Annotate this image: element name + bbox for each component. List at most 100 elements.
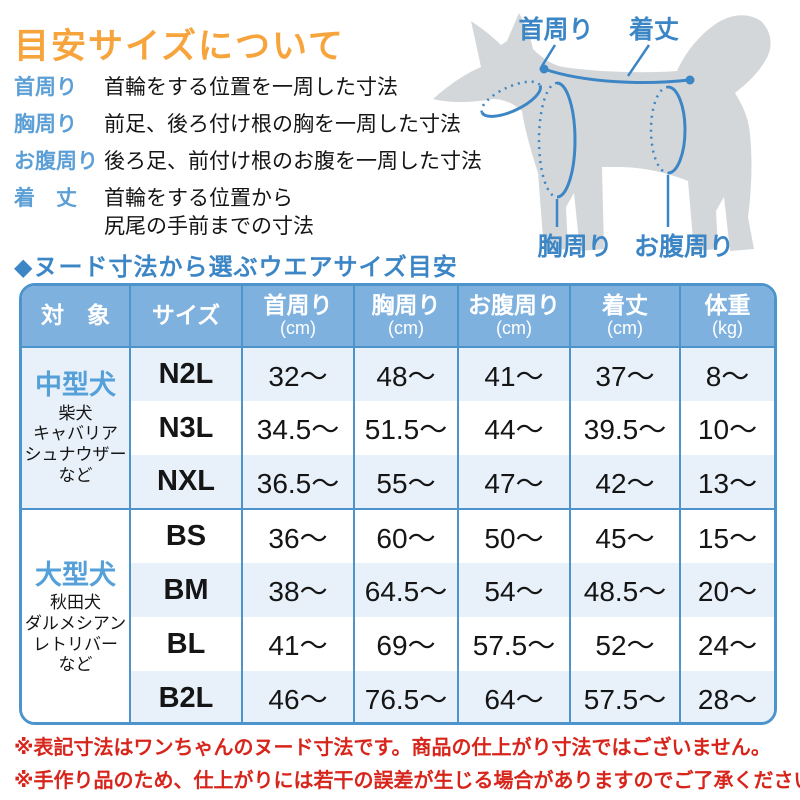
size-code: N3L — [129, 401, 242, 455]
belly-value: 50～ — [457, 508, 570, 563]
measurement-definitions: 首周り 首輪をする位置を一周した寸法 胸周り 前足、後ろ付け根の胸を一周した寸法… — [14, 74, 482, 250]
breed-item: キャバリア — [33, 424, 118, 444]
header-size: サイズ — [129, 286, 242, 348]
neck-value: 38～ — [241, 563, 354, 617]
belly-value: 57.5～ — [457, 617, 570, 671]
length-value: 42～ — [569, 455, 680, 509]
definition-neck-label: 首周り — [14, 76, 77, 99]
weight-value: 8～ — [679, 347, 774, 401]
definition-length: 着 丈 首輪をする位置から 尻尾の手前までの寸法 — [14, 185, 434, 241]
header-neck-label: 首周り — [263, 292, 333, 319]
header-belly-unit: (cm) — [496, 317, 532, 338]
diagram-length-label: 着丈 — [628, 15, 679, 44]
group-name-medium: 中型犬 — [35, 370, 116, 401]
header-size-label: サイズ — [151, 301, 221, 328]
definition-chest-label: 胸周り — [14, 112, 77, 136]
diagram-neck-label: 首周り — [518, 15, 593, 44]
breed-item: 柴犬 — [58, 403, 93, 423]
neck-value: 34.5～ — [241, 401, 354, 455]
header-belly: お腹周り (cm) — [457, 286, 570, 348]
header-weight-unit: (kg) — [712, 317, 743, 338]
breed-item: シュナウザー — [24, 445, 127, 465]
size-code: B2L — [129, 671, 242, 722]
dog-diagram-svg: 首周り 着丈 胸周り お腹周り — [433, 13, 771, 261]
header-weight: 体重 (kg) — [679, 286, 774, 348]
table-row-n2l: 中型犬 柴犬 キャバリア シュナウザー など N2L 32～ 48～ 41～ 3… — [22, 347, 774, 509]
header-chest-label: 胸周り — [371, 292, 441, 319]
definition-belly: お腹周り 後ろ足、前付け根のお腹を一周した寸法 — [14, 148, 482, 176]
chest-value: 76.5～ — [353, 671, 458, 722]
note-handmade: ※手作り品のため、仕上がりには若干の誤差が生じる場合がありますのでご了承ください… — [14, 770, 800, 792]
neck-value: 36.5～ — [241, 455, 354, 509]
size-code: BM — [129, 563, 242, 617]
chest-value: 64.5～ — [353, 563, 458, 617]
body-length-line — [543, 67, 690, 84]
header-length-label: 着丈 — [602, 292, 648, 319]
size-code: NXL — [129, 455, 242, 509]
weight-value: 28～ — [679, 671, 774, 722]
belly-value: 54～ — [457, 563, 570, 617]
table-row-bl: BL 41～ 69～ 57.5～ 52～ 24～ — [22, 617, 774, 671]
belly-value: 41～ — [457, 347, 570, 401]
table-row-bs: 大型犬 秋田犬 ダルメシアン レトリバー など BS 36～ 60～ 50～ 4… — [22, 508, 774, 722]
breed-item: 秋田犬 — [50, 593, 101, 613]
section-heading: ◆ヌード寸法から選ぶウエアサイズ目安 — [14, 254, 458, 281]
length-value: 57.5～ — [569, 671, 680, 722]
definition-length-desc-line2: 尻尾の手前までの寸法 — [104, 214, 314, 238]
group-cell-medium-dogs: 中型犬 柴犬 キャバリア シュナウザー など — [22, 347, 130, 509]
header-weight-label: 体重 — [704, 292, 751, 319]
neck-label-leader — [540, 44, 557, 67]
belly-value: 64～ — [457, 671, 570, 722]
breed-item: ダルメシアン — [24, 613, 127, 633]
length-value: 39.5～ — [569, 401, 680, 455]
body-length-end-dot — [685, 75, 695, 85]
neck-value: 36～ — [241, 508, 354, 563]
chest-value: 48～ — [353, 347, 458, 401]
diagram-chest-label: 胸周り — [537, 233, 612, 261]
definition-length-label: 着 丈 — [14, 186, 77, 210]
belly-value: 47～ — [457, 455, 570, 509]
dog-silhouette — [433, 13, 771, 251]
definition-length-desc-line1: 首輪をする位置から — [104, 186, 293, 210]
diagram-belly-label: お腹周り — [634, 232, 734, 261]
definition-neck: 首周り 首輪をする位置を一周した寸法 — [14, 74, 434, 102]
definition-belly-desc: 後ろ足、前付け根のお腹を一周した寸法 — [104, 149, 482, 173]
table-header-row: 対 象 サイズ 首周り (cm) 胸周り (cm) お腹周り (cm) 着丈 (cm) … — [22, 286, 774, 348]
length-label-leader — [626, 44, 651, 77]
weight-value: 13～ — [679, 455, 774, 509]
header-length-unit: (cm) — [607, 317, 643, 338]
chest-value: 60～ — [353, 508, 458, 563]
belly-measure-ellipse — [649, 85, 687, 175]
dog-measurement-diagram: 首周り 着丈 胸周り お腹周り — [425, 5, 800, 265]
neck-value: 41～ — [241, 617, 354, 671]
length-value: 52～ — [569, 617, 680, 671]
length-value: 48.5～ — [569, 563, 680, 617]
neck-measure-ellipse — [480, 80, 542, 118]
header-belly-label: お腹周り — [468, 292, 560, 319]
header-neck: 首周り (cm) — [241, 286, 354, 348]
footer-notes: ※表記寸法はワンちゃんのヌード寸法です。商品の仕上がり寸法ではございません。 ※… — [14, 732, 800, 798]
table-row-n3l: N3L 34.5～ 51.5～ 44～ 39.5～ 10～ — [22, 401, 774, 455]
table-row-nxl: NXL 36.5～ 55～ 47～ 42～ 13～ — [22, 455, 774, 509]
neck-value: 32～ — [241, 347, 354, 401]
header-target-label: 対 象 — [41, 301, 110, 328]
note-nude-size: ※表記寸法はワンちゃんのヌード寸法です。商品の仕上がり寸法ではございません。 — [14, 737, 771, 759]
definition-length-desc: 首輪をする位置から 尻尾の手前までの寸法 — [104, 185, 314, 241]
breed-item: レトリバー — [33, 634, 118, 654]
chest-value: 51.5～ — [353, 401, 458, 455]
size-code: BS — [129, 508, 242, 563]
weight-value: 24～ — [679, 617, 774, 671]
group-cell-large-dogs: 大型犬 秋田犬 ダルメシアン レトリバー など — [22, 508, 130, 722]
page-title: 目安サイズについて — [14, 27, 345, 66]
breed-item: など — [58, 655, 93, 675]
group-breeds-large: 秋田犬 ダルメシアン レトリバー など — [22, 593, 129, 676]
header-length: 着丈 (cm) — [569, 286, 680, 348]
header-target: 対 象 — [22, 286, 130, 348]
definition-belly-label: お腹周り — [14, 149, 98, 173]
body-length-start-dot — [539, 64, 549, 74]
header-chest: 胸周り (cm) — [353, 286, 458, 348]
table-row-bm: BM 38～ 64.5～ 54～ 48.5～ 20～ — [22, 563, 774, 617]
chest-value: 55～ — [353, 455, 458, 509]
weight-value: 20～ — [679, 563, 774, 617]
weight-value: 15～ — [679, 508, 774, 563]
